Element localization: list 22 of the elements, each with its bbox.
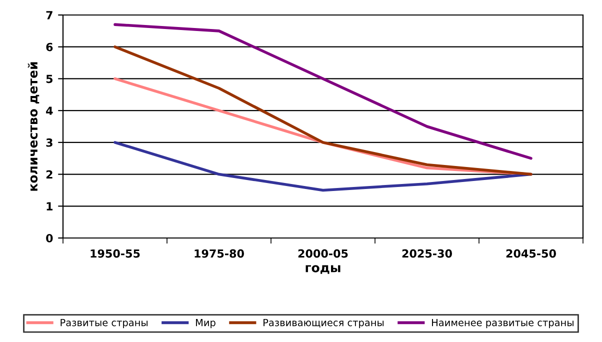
y-tick-label: 7 bbox=[46, 11, 52, 20]
x-tick-label: 2045-50 bbox=[506, 249, 556, 258]
line-series bbox=[114, 45, 532, 176]
y-tick-label: 5 bbox=[46, 74, 52, 84]
y-tick-label: 4 bbox=[46, 106, 53, 115]
x-tick-label: 1950-55 bbox=[90, 249, 140, 258]
legend-label: Мир bbox=[196, 319, 216, 328]
y-tick-label: 3 bbox=[46, 138, 52, 147]
y-tick-label: 6 bbox=[46, 42, 53, 52]
x-tick-label: 2000-05 bbox=[298, 249, 348, 258]
x-tick-label: 1975-80 bbox=[194, 249, 244, 258]
legend-label: Наименее развитые страны bbox=[432, 319, 574, 328]
y-tick-label: 0 bbox=[46, 234, 53, 242]
legend-label: Развитые страны bbox=[60, 319, 148, 328]
x-tick-label: 2025-30 bbox=[402, 249, 452, 258]
line-series bbox=[114, 141, 532, 192]
legend-label: Развивающиеся страны bbox=[264, 319, 384, 328]
x-axis-title: годы bbox=[306, 265, 340, 274]
line-series bbox=[114, 23, 532, 160]
y-axis-title: количество детей bbox=[28, 62, 40, 191]
y-tick-label: 1 bbox=[46, 202, 53, 210]
y-tick-label: 2 bbox=[46, 170, 52, 179]
